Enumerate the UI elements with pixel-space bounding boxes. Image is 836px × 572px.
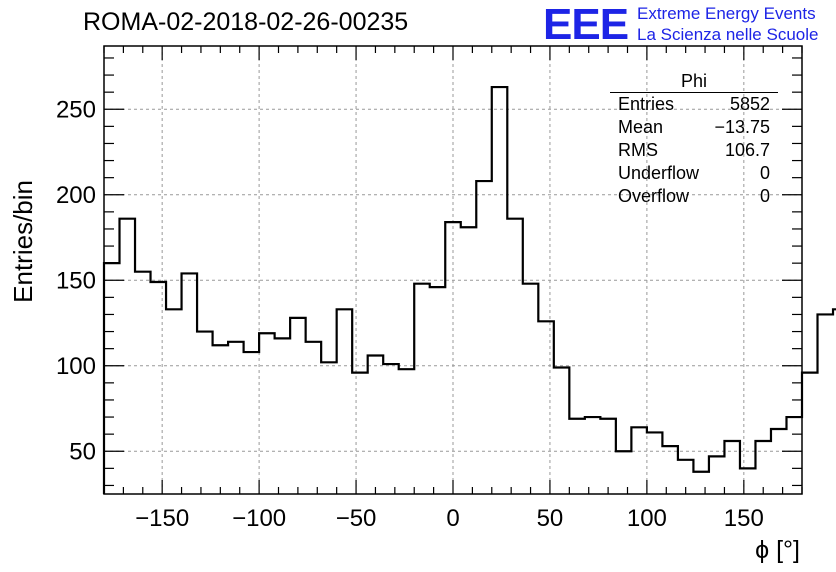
axis-ticks [103, 46, 803, 494]
x-tick-label: −50 [336, 505, 377, 532]
histogram-series [102, 85, 836, 494]
stats-value: 0 [759, 186, 770, 206]
y-axis-label: Entries/bin [8, 180, 38, 303]
x-tick-label: 150 [724, 505, 764, 532]
logo-tagline-1: Extreme Energy Events [637, 4, 816, 23]
stats-row-underflow: Underflow 0 [610, 162, 778, 185]
stats-box-title: Phi [610, 70, 778, 93]
stats-label: Overflow [618, 186, 690, 206]
stats-box: Phi Entries 5852 Mean −13.75 RMS 106.7 Unde… [610, 70, 778, 208]
stats-label: Underflow [618, 163, 700, 183]
y-tick-labels: 50 100 150 200 250 [56, 96, 96, 465]
y-tick-label: 150 [56, 267, 96, 294]
stats-label: Entries [618, 94, 675, 114]
grid-lines [104, 46, 802, 494]
y-tick-label: 100 [56, 353, 96, 380]
x-tick-label: −100 [232, 505, 286, 532]
y-tick-label: 250 [56, 96, 96, 123]
x-axis-label: ϕ [°] [755, 536, 800, 564]
stats-row-mean: Mean −13.75 [610, 116, 778, 139]
stats-label: Mean [618, 117, 664, 137]
x-tick-label: 50 [537, 505, 564, 532]
x-tick-label: −150 [135, 505, 189, 532]
chart-title: ROMA-02-2018-02-26-00235 [83, 8, 409, 36]
stats-value: 5852 [729, 94, 770, 114]
stats-row-rms: RMS 106.7 [610, 139, 778, 162]
stats-row-entries: Entries 5852 [610, 93, 778, 116]
x-tick-label: 0 [446, 505, 459, 532]
y-tick-label: 50 [69, 438, 96, 465]
stats-label: RMS [618, 140, 658, 160]
x-tick-labels: −150 −100 −50 0 50 100 150 [135, 505, 764, 532]
x-tick-label: 100 [627, 505, 667, 532]
eee-logo: EEE [543, 0, 629, 49]
stats-row-overflow: Overflow 0 [610, 185, 778, 208]
stats-value: 0 [759, 163, 770, 183]
y-tick-label: 200 [56, 182, 96, 209]
stats-value: −13.75 [714, 117, 770, 137]
stats-value: 106.7 [724, 140, 770, 160]
logo-tagline-2: La Scienza nelle Scuole [637, 25, 819, 44]
